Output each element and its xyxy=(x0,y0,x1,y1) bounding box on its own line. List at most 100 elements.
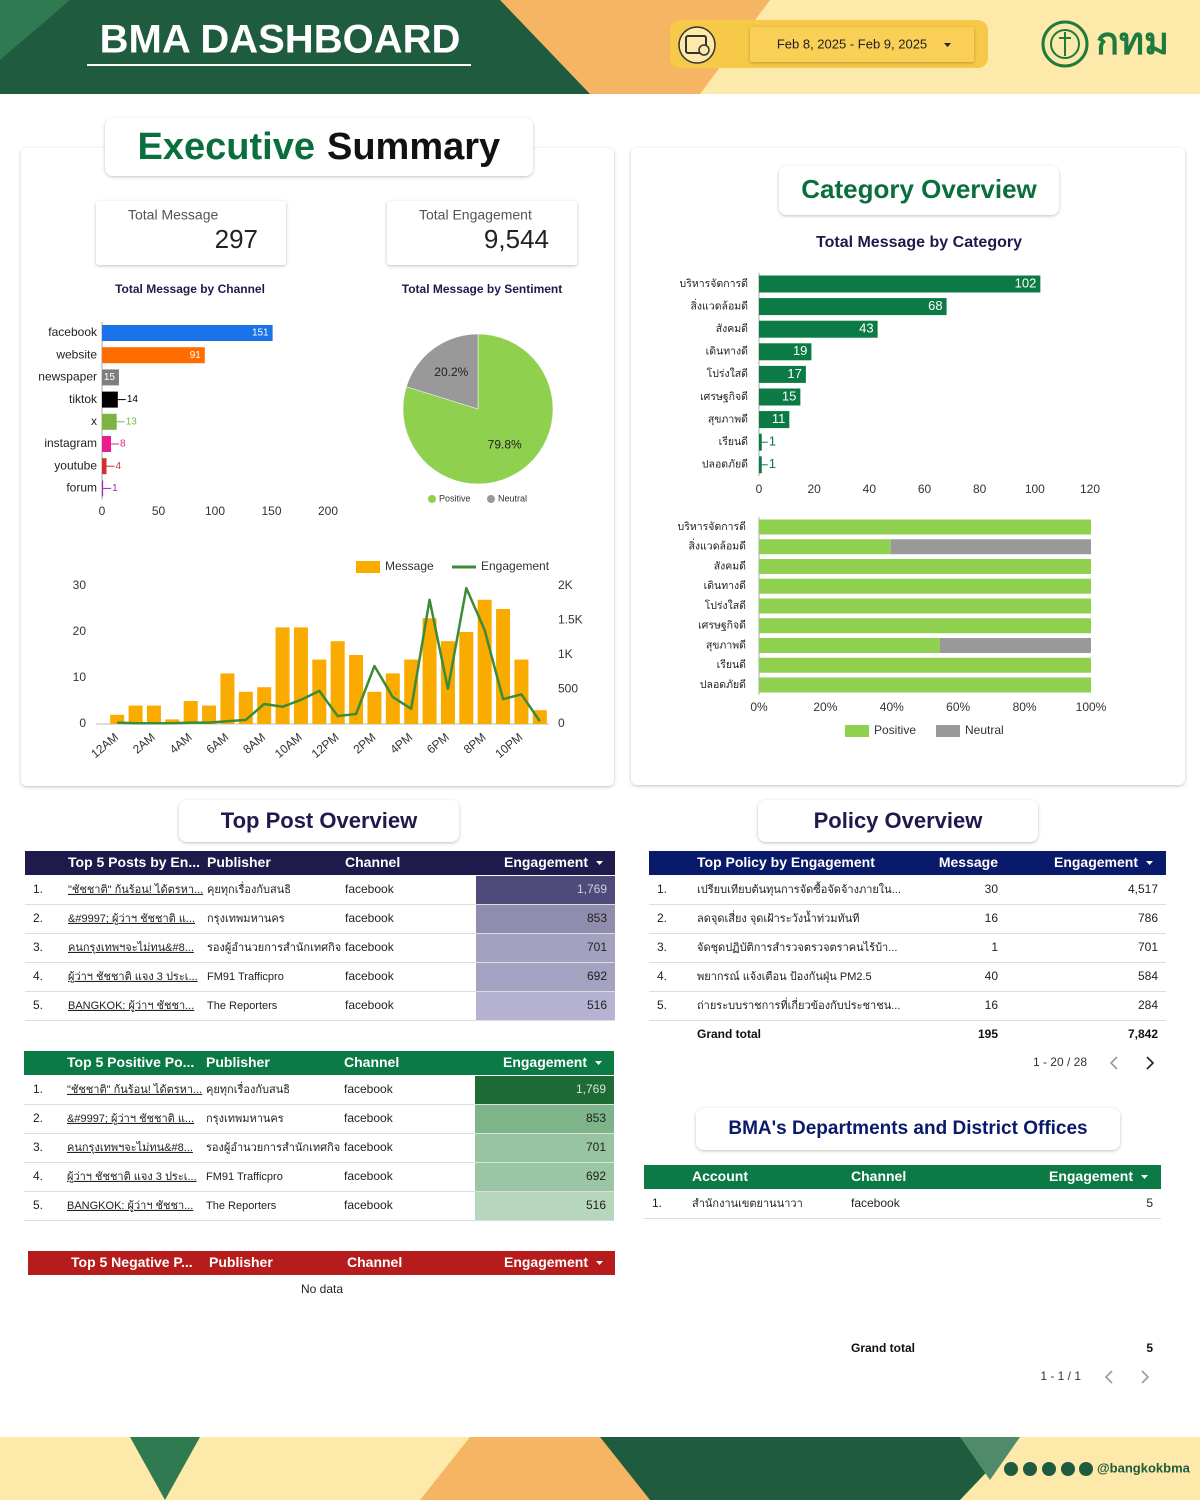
section-title: BMA's Departments and District Offices xyxy=(728,1118,1087,1139)
bar xyxy=(220,673,235,724)
dropdown-icon[interactable] xyxy=(944,43,951,47)
section-title: Executive xyxy=(138,126,315,168)
social-handle: @bangkokbma xyxy=(1097,1460,1191,1475)
social-icon[interactable] xyxy=(1023,1462,1037,1476)
dashboard-title: BMA DASHBOARD xyxy=(100,18,461,62)
column-header[interactable]: Channel xyxy=(344,1054,399,1070)
y2-tick-label: 500 xyxy=(558,682,578,696)
bar xyxy=(102,480,104,497)
category-label: เดินทางดี xyxy=(706,345,748,358)
line-series xyxy=(117,586,541,725)
bar xyxy=(183,701,198,724)
logo-text: กทม xyxy=(1096,21,1169,63)
bar xyxy=(102,436,112,452)
data-label: 15 xyxy=(104,372,116,383)
column-header[interactable]: Message xyxy=(939,854,998,870)
table-cell: facebook xyxy=(344,1140,394,1154)
bar xyxy=(165,719,180,724)
social-icon[interactable] xyxy=(1004,1462,1018,1476)
column-header[interactable]: Engagement xyxy=(504,854,588,870)
next-page[interactable] xyxy=(1146,1056,1155,1070)
category-label: facebook xyxy=(48,325,98,339)
section-pill xyxy=(758,800,1038,842)
date-range[interactable]: Feb 8, 2025 - Feb 9, 2025 xyxy=(777,36,927,51)
footer-shape xyxy=(130,1437,200,1500)
sort-icon[interactable] xyxy=(596,1261,603,1265)
table-header xyxy=(649,851,1166,875)
category-label: สุขภาพดี xyxy=(708,412,748,425)
column-header[interactable]: Engagement xyxy=(504,1254,588,1270)
category-label: บริหารจัดการดี xyxy=(678,520,746,533)
social-icon[interactable] xyxy=(1042,1462,1056,1476)
table-header xyxy=(24,1051,614,1075)
post-link[interactable]: ผู้ว่าฯ ชัชชาติ แจง 3 ประเ... xyxy=(67,1171,197,1183)
category-label: เดินทางดี xyxy=(704,579,746,592)
column-header[interactable]: Channel xyxy=(345,854,400,870)
bar xyxy=(759,388,801,406)
column-header[interactable]: Top 5 Posts by En... xyxy=(68,854,200,870)
bar xyxy=(330,641,345,724)
post-link[interactable]: BANGKOK: ผู้ว่าฯ ชัชชา... xyxy=(68,1000,194,1012)
column-header[interactable]: Top Policy by Engagement xyxy=(697,854,875,870)
category-label: tiktok xyxy=(69,392,98,406)
post-link[interactable]: BANGKOK: ผู้ว่าฯ ชัชชา... xyxy=(67,1200,193,1212)
table-cell: 516 xyxy=(587,998,607,1012)
post-link[interactable]: คนกรุงเทพฯจะไม่ทน&#8... xyxy=(68,941,194,954)
table-cell: 692 xyxy=(586,1169,606,1183)
bar-segment xyxy=(759,638,940,653)
table-cell: The Reporters xyxy=(206,1200,277,1212)
column-header[interactable]: Engagement xyxy=(1049,1168,1133,1184)
bar-segment xyxy=(759,598,1091,614)
sort-icon[interactable] xyxy=(596,861,603,865)
social-icon[interactable] xyxy=(1079,1462,1093,1476)
legend-swatch xyxy=(936,725,960,737)
table-cell: 1 xyxy=(991,940,998,954)
post-link[interactable]: "ชัชชาติ" ก้นร้อน! ได้ตรหา... xyxy=(67,1083,202,1096)
post-link[interactable]: ผู้ว่าฯ ชัชชาติ แจง 3 ประเ... xyxy=(68,971,198,983)
y-tick-label: 0 xyxy=(79,716,86,730)
column-header[interactable]: Channel xyxy=(851,1168,906,1184)
data-label: 1 xyxy=(769,434,776,449)
column-header[interactable]: Publisher xyxy=(207,854,271,870)
bar xyxy=(102,347,205,364)
date-range-button[interactable] xyxy=(750,27,974,62)
bar xyxy=(102,391,118,408)
next-page[interactable] xyxy=(1141,1370,1150,1384)
post-link[interactable]: &#9997; ผู้ว่าฯ ชัชชาติ แ... xyxy=(68,913,195,925)
heat-cell xyxy=(476,963,615,991)
prev-page[interactable] xyxy=(1104,1370,1113,1384)
table-cell: 3. xyxy=(33,1140,43,1154)
x-tick-label: 40 xyxy=(863,482,877,496)
column-header[interactable]: Channel xyxy=(347,1254,402,1270)
table-cell: รองผู้อำนวยการสำนักเทศกิจ xyxy=(207,942,341,954)
prev-page[interactable] xyxy=(1109,1056,1118,1070)
post-link[interactable]: คนกรุงเทพฯจะไม่ทน&#8... xyxy=(67,1141,193,1154)
x-tick-label: 60% xyxy=(946,700,970,714)
table-cell: 516 xyxy=(586,1198,606,1212)
bar xyxy=(367,691,382,724)
y-tick-label: 30 xyxy=(73,578,87,592)
column-header[interactable]: Publisher xyxy=(209,1254,273,1270)
post-link[interactable]: "ชัชชาติ" ก้นร้อน! ได้ตรหา... xyxy=(68,883,203,896)
sort-icon[interactable] xyxy=(1146,861,1153,865)
bar-segment xyxy=(759,519,1091,535)
table-cell: facebook xyxy=(344,1111,394,1125)
category-label: website xyxy=(55,347,97,361)
column-header[interactable]: Account xyxy=(692,1168,748,1184)
table-cell: 4. xyxy=(657,969,667,983)
column-header[interactable]: Top 5 Negative P... xyxy=(71,1254,193,1270)
x-tick-label: 40% xyxy=(880,700,904,714)
table-cell: 1. xyxy=(652,1196,662,1210)
bar-segment xyxy=(759,677,1091,693)
column-header[interactable]: Publisher xyxy=(206,1054,270,1070)
sort-icon[interactable] xyxy=(1141,1175,1148,1179)
post-link[interactable]: &#9997; ผู้ว่าฯ ชัชชาติ แ... xyxy=(67,1113,194,1125)
social-icon[interactable] xyxy=(1061,1462,1075,1476)
column-header[interactable]: Engagement xyxy=(1054,854,1138,870)
column-header[interactable]: Engagement xyxy=(503,1054,587,1070)
sort-icon[interactable] xyxy=(595,1061,602,1065)
column-header[interactable]: Top 5 Positive Po... xyxy=(67,1054,194,1070)
table-cell: facebook xyxy=(345,882,395,896)
section-title: Policy Overview xyxy=(814,808,984,833)
legend-label: Neutral xyxy=(965,723,1004,737)
